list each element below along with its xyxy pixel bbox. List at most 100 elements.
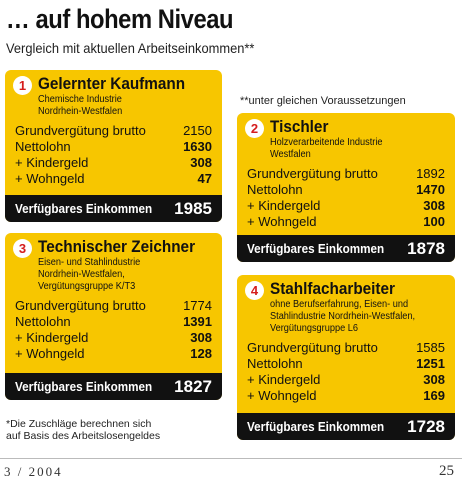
row-value: 308 [423, 198, 445, 213]
row: Grundvergütung brutto 1585 [247, 340, 445, 356]
row: + Wohngeld 128 [15, 346, 212, 362]
card-header: 1 Gelernter Kaufmann Chemische Industrie No… [5, 70, 222, 118]
title: … auf hohem Niveau [6, 4, 234, 34]
row-label: + Wohngeld [247, 214, 317, 229]
card-header: 2 Tischler Holzverarbeitende Industrie West… [237, 113, 455, 161]
row-label: + Kindergeld [15, 155, 89, 170]
row: Grundvergütung brutto 1892 [247, 166, 445, 182]
row-value: 128 [190, 346, 212, 361]
total-label: Verfügbares Einkommen [15, 379, 153, 394]
row-label: Grundvergütung brutto [247, 340, 378, 355]
note: **unter gleichen Voraussetzungen [240, 95, 406, 107]
card: 1 Gelernter Kaufmann Chemische Industrie No… [5, 70, 222, 222]
row-label: + Kindergeld [247, 372, 321, 387]
row-label: Grundvergütung brutto [247, 166, 378, 181]
total-value: 1728 [407, 416, 445, 436]
page-number: 25 [439, 463, 454, 479]
row-label: Nettolohn [247, 182, 303, 197]
row-value: 308 [423, 372, 445, 387]
row-label: + Wohngeld [15, 171, 85, 186]
card-subtitle: Stahlindustrie Nordrhein-Westfalen, [270, 311, 416, 322]
row-value: 1251 [416, 356, 445, 371]
row-label: Nettolohn [247, 356, 303, 371]
row: + Kindergeld 308 [15, 155, 212, 171]
card-title: Tischler [270, 117, 329, 136]
total-bar: Verfügbares Einkommen 1728 [237, 413, 455, 440]
card-number: 1 [13, 76, 32, 95]
total-bar: Verfügbares Einkommen 1878 [237, 235, 455, 262]
row: + Kindergeld 308 [15, 330, 212, 346]
card-number: 3 [13, 239, 32, 258]
card-title: Stahlfacharbeiter [270, 279, 396, 298]
row: Nettolohn 1630 [15, 139, 212, 155]
row-value: 1630 [183, 139, 212, 154]
total-bar: Verfügbares Einkommen 1985 [5, 195, 222, 222]
row: + Wohngeld 169 [247, 388, 445, 404]
row-label: + Wohngeld [247, 388, 317, 403]
card-rows: Grundvergütung brutto 2150 Nettolohn 1630 + … [5, 118, 222, 191]
row-label: Grundvergütung brutto [15, 298, 146, 313]
card-subtitle: Chemische Industrie [38, 94, 122, 105]
card-rows: Grundvergütung brutto 1892 Nettolohn 1470 + … [237, 161, 455, 234]
card-number: 4 [245, 281, 264, 300]
card-subtitle: Vergütungsgruppe L6 [270, 323, 358, 334]
row-value: 1585 [416, 340, 445, 355]
row-value: 100 [423, 214, 445, 229]
card-rows: Grundvergütung brutto 1774 Nettolohn 1391 + … [5, 293, 222, 366]
total-label: Verfügbares Einkommen [247, 241, 385, 256]
row: + Kindergeld 308 [247, 372, 445, 388]
row-value: 47 [197, 171, 212, 186]
row: + Wohngeld 47 [15, 171, 212, 187]
footnote-line: *Die Zuschläge berechnen sich [6, 418, 152, 430]
card-subtitle: Nordrhein-Westfalen, [38, 269, 125, 280]
issue: 3 / 2004 [4, 464, 63, 479]
card-rows: Grundvergütung brutto 1585 Nettolohn 1251 + … [237, 335, 455, 408]
row: Nettolohn 1470 [247, 182, 445, 198]
card-title: Gelernter Kaufmann [38, 74, 186, 93]
subtitle: Vergleich mit aktuellen Arbeitseinkommen… [6, 40, 255, 56]
row: Nettolohn 1251 [247, 356, 445, 372]
total-label: Verfügbares Einkommen [15, 201, 153, 216]
card-subtitle: Nordrhein-Westfalen [38, 106, 123, 117]
row-label: Grundvergütung brutto [15, 123, 146, 138]
row-value: 308 [190, 155, 212, 170]
row-value: 169 [423, 388, 445, 403]
total-bar: Verfügbares Einkommen 1827 [5, 373, 222, 400]
card: 4 Stahlfacharbeiter ohne Berufserfahrung, … [237, 275, 455, 440]
card-subtitle: Holzverarbeitende Industrie [270, 137, 383, 148]
row-value: 1774 [183, 298, 212, 313]
row-label: Nettolohn [15, 314, 71, 329]
card-header: 3 Technischer Zeichner Eisen- und Stahlind… [5, 233, 222, 293]
row-value: 1470 [416, 182, 445, 197]
row: Grundvergütung brutto 1774 [15, 298, 212, 314]
footnote-line: auf Basis des Arbeitslosengeldes [6, 430, 161, 442]
row: Nettolohn 1391 [15, 314, 212, 330]
card-subtitle: Eisen- und Stahlindustrie [38, 257, 141, 268]
row: + Kindergeld 308 [247, 198, 445, 214]
row-value: 2150 [183, 123, 212, 138]
card-header: 4 Stahlfacharbeiter ohne Berufserfahrung, … [237, 275, 455, 335]
total-value: 1827 [174, 376, 212, 396]
row-value: 1892 [416, 166, 445, 181]
card-subtitle: Vergütungsgruppe K/T3 [38, 281, 136, 292]
footer-rule [0, 458, 462, 459]
footnote: *Die Zuschläge berechnen sich auf Basis … [6, 418, 160, 442]
row: + Wohngeld 100 [247, 214, 445, 230]
row-label: + Kindergeld [247, 198, 321, 213]
row-label: + Kindergeld [15, 330, 89, 345]
total-value: 1985 [174, 198, 212, 218]
card-number: 2 [245, 119, 264, 138]
card: 2 Tischler Holzverarbeitende Industrie West… [237, 113, 455, 262]
card-subtitle: Westfalen [270, 149, 311, 160]
row: Grundvergütung brutto 2150 [15, 123, 212, 139]
card-subtitle: ohne Berufserfahrung, Eisen- und [270, 299, 409, 310]
row-label: Nettolohn [15, 139, 71, 154]
card-title: Technischer Zeichner [38, 237, 196, 256]
row-value: 308 [190, 330, 212, 345]
total-label: Verfügbares Einkommen [247, 419, 385, 434]
row-label: + Wohngeld [15, 346, 85, 361]
total-value: 1878 [407, 238, 445, 258]
card: 3 Technischer Zeichner Eisen- und Stahlind… [5, 233, 222, 400]
row-value: 1391 [183, 314, 212, 329]
